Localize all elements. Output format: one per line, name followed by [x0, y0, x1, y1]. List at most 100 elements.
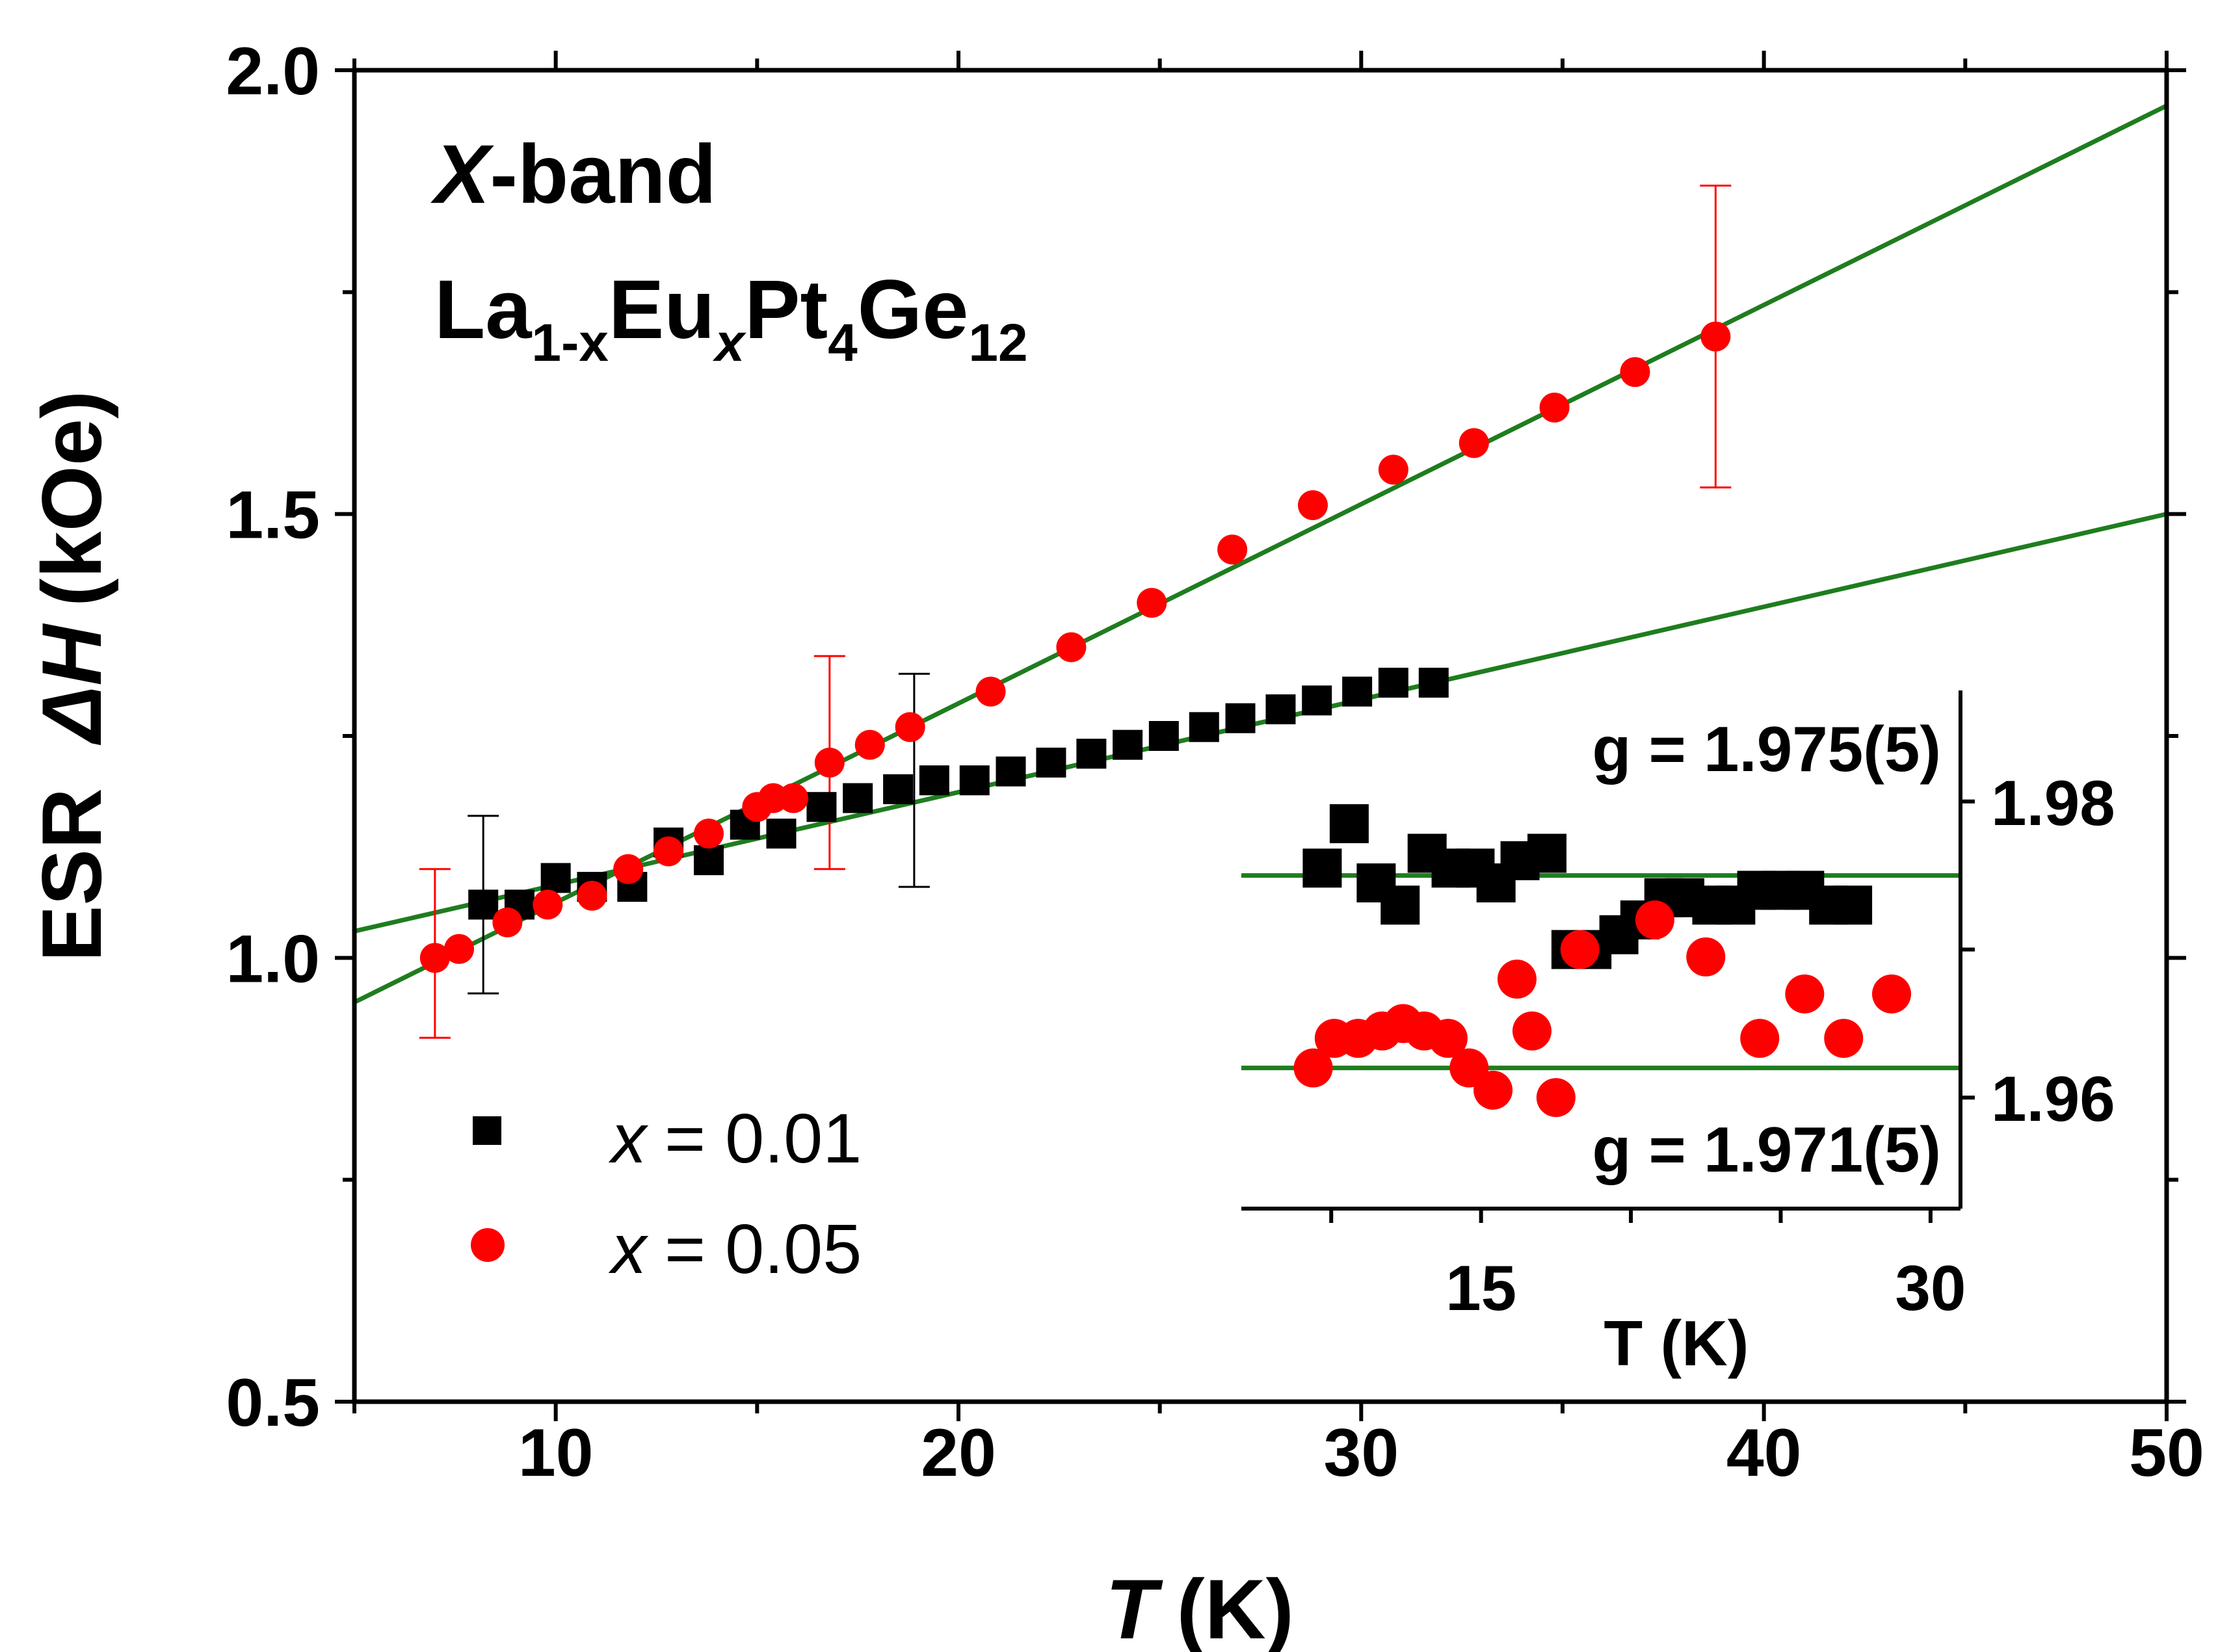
inset-g-label-lower: g = 1.971(5)	[1592, 1114, 1941, 1185]
point-x001-17	[1076, 739, 1107, 769]
inset-point-x005-9	[1473, 1070, 1513, 1110]
band-suffix: -band	[490, 128, 716, 221]
point-x005-14	[895, 712, 925, 742]
inset-tick-labels: 15 30 1.96 1.98	[1446, 767, 2115, 1324]
point-x005-20	[1378, 454, 1408, 485]
legend-label-x001: x = 0.01	[608, 1099, 862, 1177]
legend-marker-circle	[471, 1228, 505, 1262]
inset-point-x005-18	[1824, 1019, 1864, 1058]
point-x005-11	[778, 783, 809, 813]
point-x005-16	[1056, 632, 1087, 662]
point-x001-11	[843, 783, 873, 813]
inset-x-axis-label: T (K)	[1604, 1307, 1749, 1379]
compound-b: Eu	[609, 263, 715, 356]
x-tick-label-10: 10	[518, 1415, 594, 1491]
inset-point-x005-1	[1293, 1048, 1333, 1088]
point-x005-22	[1539, 392, 1570, 423]
legend-var-x005: x	[608, 1209, 649, 1288]
inset-point-x005-15	[1686, 937, 1726, 977]
point-x001-20	[1189, 712, 1219, 742]
point-x005-5	[577, 880, 607, 911]
point-x001-22	[1265, 694, 1296, 725]
point-x001-25	[1378, 668, 1408, 698]
inset-point-x001-23	[1833, 885, 1873, 925]
inset-point-x005-13	[1560, 930, 1600, 969]
main-data-points	[419, 321, 1731, 973]
point-x001-14	[959, 765, 990, 796]
point-x005-4	[533, 889, 563, 920]
point-x001-1	[468, 889, 499, 920]
point-x005-2	[444, 934, 475, 964]
x-tick-label-40: 40	[1726, 1415, 1802, 1491]
compound-d-sub: 12	[968, 313, 1027, 373]
inset-y-tick-label-1: 1.98	[1991, 767, 2115, 839]
point-x005-24	[1700, 321, 1731, 352]
point-x005-18	[1217, 534, 1248, 565]
legend-var-x001: x	[608, 1099, 649, 1177]
inset-data-points	[1293, 804, 1912, 1118]
y-tick-label-0: 0.5	[226, 1365, 320, 1441]
compound-annotation: La1-xEuxPt4Ge12	[434, 263, 1028, 373]
point-x001-16	[1036, 747, 1066, 778]
inset-g-label-upper: g = 1.975(5)	[1592, 713, 1941, 785]
point-x001-7	[694, 845, 724, 876]
main-tick-labels: 10 20 30 40 50 0.5 1.0 1.5 2.0	[226, 34, 2204, 1491]
legend-value-x005: = 0.05	[665, 1209, 862, 1288]
inset-point-x001-2	[1329, 804, 1369, 843]
legend: x = 0.01 x = 0.05	[471, 1099, 862, 1288]
point-x001-21	[1225, 703, 1256, 733]
compound-a: La	[434, 263, 532, 356]
compound-d: Ge	[858, 263, 969, 356]
point-x001-18	[1113, 729, 1143, 760]
band-letter: X	[430, 128, 494, 221]
compound-a-sub: 1-x	[531, 313, 609, 373]
legend-value-x001: = 0.01	[665, 1099, 862, 1177]
y-axis-var: ΔH	[24, 623, 119, 746]
inset-point-x005-7	[1428, 1019, 1468, 1058]
y-axis-unit: (kOe)	[24, 391, 119, 607]
inset-point-x005-11	[1512, 1011, 1552, 1051]
compound-c: Pt	[745, 263, 828, 356]
point-x001-3	[540, 863, 571, 893]
point-x001-23	[1302, 685, 1332, 716]
x-axis-var: T	[1105, 1562, 1163, 1652]
point-x001-15	[996, 756, 1026, 787]
inset-chart: 15 30 1.96 1.98 T (K) g = 1.975(5) g = 1.97…	[1241, 690, 2115, 1379]
legend-label-x005: x = 0.05	[608, 1209, 862, 1288]
point-x001-13	[919, 765, 949, 796]
inset-point-x001-10	[1527, 833, 1567, 873]
point-x001-19	[1148, 721, 1179, 751]
y-axis-label: ESR ΔH (kOe)	[24, 391, 119, 962]
x-tick-label-30: 30	[1323, 1415, 1399, 1491]
x-axis-unit: (K)	[1176, 1562, 1293, 1652]
inset-point-x005-17	[1785, 974, 1825, 1014]
inset-axis-ticks	[1329, 799, 1975, 1223]
x-tick-label-20: 20	[921, 1415, 996, 1491]
point-x005-15	[975, 676, 1006, 707]
inset-point-x001-4	[1380, 885, 1420, 925]
compound-b-sub: x	[712, 313, 746, 373]
inset-point-x005-12	[1536, 1078, 1576, 1118]
point-x001-12	[883, 774, 914, 804]
point-x005-21	[1459, 428, 1489, 458]
y-tick-label-2: 1.5	[226, 478, 320, 553]
y-tick-label-3: 2.0	[226, 34, 320, 109]
inset-point-x005-19	[1872, 974, 1912, 1014]
inset-point-x001-1	[1302, 848, 1342, 888]
inset-point-x005-10	[1497, 960, 1537, 999]
point-x005-8	[694, 819, 724, 849]
y-axis-prefix: ESR	[24, 788, 119, 962]
x-tick-label-50: 50	[2129, 1415, 2204, 1491]
y-tick-label-1: 1.0	[226, 921, 320, 997]
main-axis-ticks	[335, 51, 2186, 1421]
point-x005-1	[419, 943, 450, 973]
compound-c-sub: 4	[828, 313, 858, 373]
inset-x-tick-label-30: 30	[1895, 1252, 1966, 1324]
point-x005-13	[854, 729, 885, 760]
point-x001-9	[766, 819, 797, 849]
point-x001-10	[806, 792, 837, 822]
inset-point-x005-16	[1740, 1019, 1780, 1058]
point-x005-23	[1620, 357, 1650, 387]
point-x005-7	[654, 836, 684, 867]
